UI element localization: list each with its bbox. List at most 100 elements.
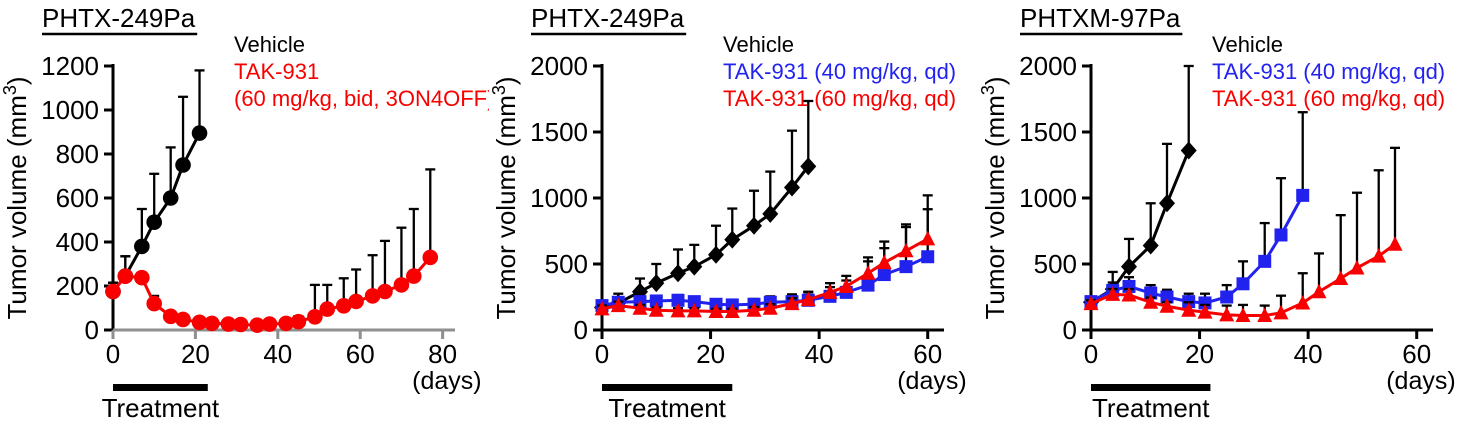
series-circle: [105, 69, 208, 300]
data-point-marker: [746, 302, 762, 317]
x-axis-unit-label: (days): [897, 367, 966, 395]
series-line: [1090, 149, 1191, 304]
y-tick-label: 1200: [41, 51, 99, 81]
y-axis-label: Tumor volume (mm3): [489, 76, 521, 319]
data-point-marker: [784, 295, 800, 311]
chart-title: PHTX-249Pa: [531, 3, 685, 33]
legend-line: Vehicle: [723, 32, 794, 57]
series-triangle: [1083, 146, 1403, 322]
data-point-marker: [648, 274, 665, 293]
x-tick-label: 0: [106, 339, 120, 369]
legend-line: TAK-931: [234, 59, 319, 84]
data-point-marker: [649, 294, 663, 308]
data-point-marker: [146, 214, 163, 230]
data-point-marker: [822, 284, 838, 299]
chart-title: PHTXM-97Pa: [1020, 3, 1181, 33]
y-tick-label: 0: [1063, 315, 1077, 345]
data-point-marker: [861, 278, 875, 292]
series-circle: [105, 168, 439, 333]
data-point-marker: [686, 257, 703, 276]
data-point-marker: [348, 293, 364, 310]
y-tick-label: 200: [56, 271, 99, 301]
series-diamond: [1083, 64, 1197, 312]
data-point-marker: [191, 125, 208, 141]
data-point-marker: [1181, 302, 1197, 317]
y-axis-label: Tumor volume (mm3): [0, 76, 32, 319]
data-point-marker: [204, 315, 220, 332]
data-point-marker: [232, 316, 249, 333]
data-point-marker: [671, 293, 685, 307]
data-point-marker: [319, 301, 336, 317]
data-point-marker: [105, 283, 121, 300]
legend-line: TAK-931 (40 mg/kg, qd): [723, 59, 956, 84]
data-point-marker: [724, 303, 740, 319]
data-point-marker: [610, 297, 626, 313]
y-tick-label: 0: [85, 315, 99, 345]
data-point-marker: [134, 269, 150, 286]
x-axis-unit-label: (days): [412, 367, 481, 395]
legend-line: TAK-931 (60 mg/kg, qd): [1212, 86, 1445, 111]
treatment-bar: [602, 384, 733, 391]
data-point-marker: [877, 268, 891, 282]
y-tick-label: 2000: [530, 51, 588, 81]
treatment-bar: [113, 384, 208, 391]
legend-line: (60 mg/kg, bid, 3ON4OFF): [234, 86, 489, 111]
series-line: [601, 165, 810, 310]
data-point-marker: [648, 302, 664, 317]
data-point-marker: [1333, 270, 1349, 286]
y-tick-label: 1500: [1019, 117, 1077, 147]
x-tick-label: 40: [263, 339, 292, 369]
data-point-marker: [162, 190, 179, 206]
y-tick-label: 1000: [41, 95, 99, 125]
data-point-marker: [1235, 307, 1251, 322]
data-point-marker: [1371, 248, 1387, 263]
x-tick-label: 40: [805, 339, 834, 369]
data-point-marker: [1236, 277, 1250, 291]
data-point-marker: [687, 295, 701, 309]
data-point-marker: [290, 313, 307, 330]
data-point-marker: [838, 278, 854, 293]
data-point-marker: [1273, 304, 1289, 320]
data-point-marker: [746, 216, 762, 235]
x-tick-label: 80: [428, 339, 457, 369]
data-point-marker: [632, 300, 648, 315]
data-point-marker: [1144, 286, 1158, 300]
data-point-marker: [594, 300, 610, 316]
x-tick-label: 20: [1185, 339, 1214, 369]
y-tick-label: 500: [545, 249, 588, 279]
data-point-marker: [1083, 295, 1099, 311]
data-point-marker: [724, 230, 741, 249]
data-point-marker: [1295, 294, 1311, 310]
x-tick-label: 40: [1294, 339, 1323, 369]
y-tick-label: 600: [56, 183, 99, 213]
data-point-marker: [1197, 304, 1213, 319]
series-diamond: [594, 99, 817, 317]
data-point-marker: [800, 291, 816, 307]
chart-title: PHTX-249Pa: [42, 3, 196, 33]
data-point-marker: [876, 254, 892, 270]
data-point-marker: [220, 316, 237, 332]
x-tick-label: 60: [913, 339, 942, 369]
data-point-marker: [364, 288, 381, 304]
data-point-marker: [686, 302, 702, 318]
x-tick-label: 20: [696, 339, 725, 369]
data-point-marker: [377, 283, 393, 300]
data-point-marker: [860, 265, 876, 280]
data-point-marker: [708, 245, 724, 264]
data-point-marker: [1198, 296, 1212, 310]
data-point-marker: [1296, 188, 1310, 202]
data-point-marker: [175, 157, 191, 173]
data-point-marker: [1257, 307, 1273, 322]
data-point-marker: [762, 204, 779, 223]
data-point-marker: [1142, 236, 1159, 255]
y-tick-label: 800: [56, 139, 99, 169]
data-point-marker: [800, 157, 817, 176]
y-tick-label: 2000: [1019, 51, 1077, 81]
data-point-marker: [899, 260, 913, 274]
y-axis-label: Tumor volume (mm3): [978, 76, 1010, 319]
y-tick-label: 1500: [530, 117, 588, 147]
y-tick-label: 1000: [1019, 183, 1077, 213]
